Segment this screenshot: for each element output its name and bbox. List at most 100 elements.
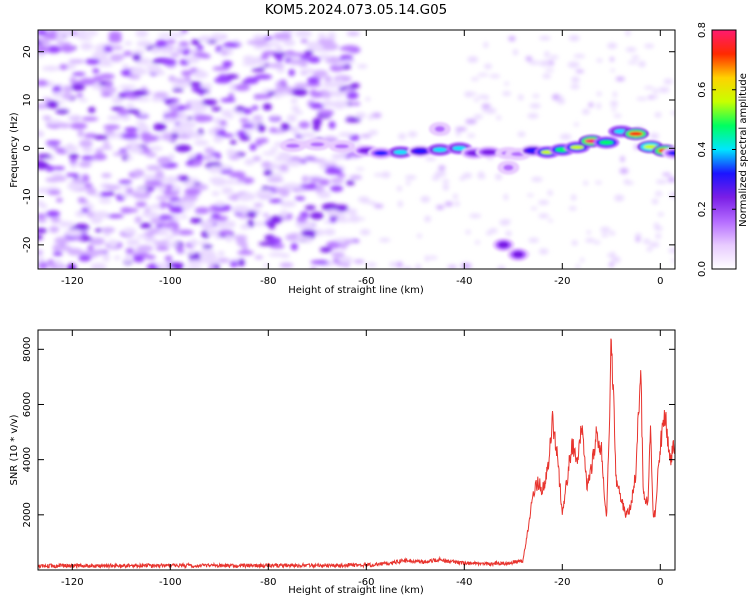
spectrogram-noise-cell [191,39,201,46]
spectrogram-noise-cell [654,112,662,118]
spectrogram-noise-cell [185,266,203,269]
spectrogram-noise-cell [38,79,49,87]
spectrogram-noise-cell [667,176,675,183]
spectrogram-noise-cell [180,214,188,219]
spectrogram-noise-cell [346,91,359,100]
spectrogram-noise-cell [568,35,580,42]
spectrogram-noise-cell [652,88,659,94]
spectrogram-noise-cell [310,266,317,269]
spectrogram-noise-cell [62,93,74,100]
spectrogram-noise-cell [268,127,278,133]
spectrogram-noise-cell [189,217,203,224]
colorbar-tick-label: 0.6 [697,82,708,98]
spectrogram-noise-cell [636,97,648,101]
spectrogram-noise-cell [67,115,80,120]
spectrogram-noise-cell [155,246,170,251]
snr-x-tick-label: -60 [358,577,374,588]
spectrogram-noise-cell [331,251,345,258]
spectrogram-noise-cell [319,246,333,253]
spectrogram-noise-cell [657,212,664,217]
spectrogram-noise-cell [253,203,264,208]
spectrogram-noise-cell [588,102,594,108]
spectrogram-noise-cell [330,177,344,184]
spectrogram-noise-cell [286,159,301,167]
spectrogram-noise-cell [305,41,321,48]
spectrogram-noise-cell [68,59,86,64]
spectrogram-noise-cell [139,111,147,116]
spectrogram-noise-cell [571,76,580,84]
spectrogram-noise-cell [649,241,660,248]
spectrogram-noise-cell [267,91,276,96]
spectrogram-noise-cell [291,52,306,57]
spectrogram-noise-cell [164,255,173,262]
spectrogram-noise-cell [378,237,391,243]
spectrogram-noise-cell [126,238,140,246]
spectrogram-noise-cell [455,130,461,137]
spectrogram-noise-cell [455,126,467,132]
spectrogram-noise-cell [222,60,233,68]
spectrogram-noise-cell [307,46,322,51]
spectrogram-noise-cell [612,91,618,98]
spectrogram-noise-cell [92,153,107,161]
spectrogram-ridge-core [668,150,675,156]
spectrogram-noise-cell [124,127,139,133]
spectrogram-noise-cell [172,263,183,269]
spectrogram-noise-cell [78,160,92,168]
spectrogram-noise-cell [77,197,86,202]
spectrogram-noise-cell [126,155,134,161]
spectrogram-noise-cell [93,135,109,140]
spectrogram-noise-cell [276,67,285,74]
spectrogram-noise-cell [289,59,301,65]
spectrogram-noise-cell [499,219,511,226]
spectrogram-noise-cell [623,181,634,185]
spectrogram-noise-cell [309,177,322,183]
spectrogram-noise-cell [145,152,157,158]
spectrogram-noise-cell [83,182,93,188]
spectrogram-noise-cell [237,250,254,255]
spectrogram-noise-cell [337,173,346,178]
spectrogram-noise-cell [283,39,296,47]
spectrogram-noise-cell [495,173,502,181]
spectrogram-noise-cell [86,187,97,195]
spectrogram-noise-cell [118,179,133,185]
spectrogram-noise-cell [98,62,114,67]
spectrogram-noise-cell [586,230,591,235]
spectrogram-noise-cell [544,51,550,58]
spectrogram-heatmap [38,30,675,269]
spectrogram-noise-cell [38,153,52,159]
spectrogram-noise-cell [120,207,133,214]
spectrogram-noise-cell [206,228,221,236]
spectrogram-noise-cell [607,42,618,49]
spectrogram-noise-cell [345,180,355,186]
spectrogram-noise-cell [217,74,229,82]
spectrogram-noise-cell [286,213,293,220]
spectrogram-noise-cell [122,227,137,236]
spectrogram-noise-cell [447,265,458,269]
spectrogram-noise-cell [452,193,458,200]
spectrogram-noise-cell [663,78,673,85]
spectrogram-noise-cell [70,80,88,86]
spectrogram-noise-cell [55,35,65,41]
spectrogram-noise-cell [575,264,580,269]
spectrogram-noise-cell [304,50,314,56]
spectrogram-noise-cell [312,118,322,126]
spectrogram-noise-cell [136,234,149,239]
spectrogram-noise-cell [101,227,116,233]
spectrogram-noise-cell [366,262,377,267]
spectrogram-noise-cell [527,113,539,119]
spectrogram-noise-cell [518,94,524,101]
spectrogram-noise-cell [290,242,298,251]
spectrogram-noise-cell [333,204,349,212]
spectrogram-noise-cell [582,108,590,115]
spectrogram-noise-cell [301,229,317,237]
spectrogram-noise-cell [46,165,55,172]
spectrogram-noise-cell [136,245,154,252]
spectrogram-ridge-core [481,149,496,155]
spectrogram-noise-cell [176,245,184,254]
spectrogram-noise-cell [298,59,308,68]
spectrogram-noise-cell [610,100,618,107]
spectrogram-noise-cell [238,258,246,267]
spectrogram-noise-cell [462,172,473,179]
spectrogram-noise-cell [51,176,67,182]
